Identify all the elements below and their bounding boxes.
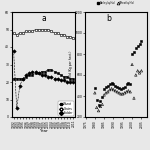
Point [118,86,120,89]
Point [131,53,133,55]
Point [129,83,131,86]
Point [110,82,113,85]
Point [105,92,107,94]
Point [112,83,115,86]
Point [127,82,130,85]
Point [133,51,135,53]
Point [123,85,126,88]
Point [123,92,126,94]
Point [110,87,113,90]
Point [112,88,115,91]
Point [116,91,118,93]
Point [122,86,124,89]
Point [120,87,122,90]
Point [140,70,143,72]
Point [135,46,137,49]
Point [99,105,102,108]
Point [96,106,98,109]
Point [138,72,141,74]
Point [125,83,128,86]
Legend: Barley(q/Ha), Wheat(q/Ha): Barley(q/Ha), Wheat(q/Ha) [97,1,136,6]
Point [109,88,111,91]
Point [105,85,107,88]
Point [94,92,96,94]
Point [103,94,105,96]
Point [140,40,143,43]
Point [114,84,117,87]
Point [118,92,120,94]
Point [97,110,100,112]
Text: b: b [106,14,111,23]
Point [116,85,118,88]
Point [114,90,117,92]
Point [107,91,109,93]
Point [96,99,98,101]
Legend: Wheat, Grains, Fodder: Wheat, Grains, Fodder [58,101,74,116]
Point [125,91,128,93]
Point [99,100,102,102]
Point [103,87,105,90]
Point [138,42,141,45]
Point [120,93,122,95]
Point [122,93,124,95]
Point [129,91,131,93]
Text: a: a [41,14,46,23]
X-axis label: Year: Year [39,129,48,133]
Point [131,63,133,66]
Point [101,103,104,106]
Point [101,96,104,98]
Point [97,104,100,107]
Point [136,44,139,47]
Point [133,97,135,99]
Point [94,86,96,89]
Point [135,74,137,76]
Point [127,90,130,92]
Point [136,70,139,72]
Point [107,84,109,87]
Y-axis label: Yeild (Kg per hect.): Yeild (Kg per hect.) [69,50,74,79]
Point [109,83,111,86]
